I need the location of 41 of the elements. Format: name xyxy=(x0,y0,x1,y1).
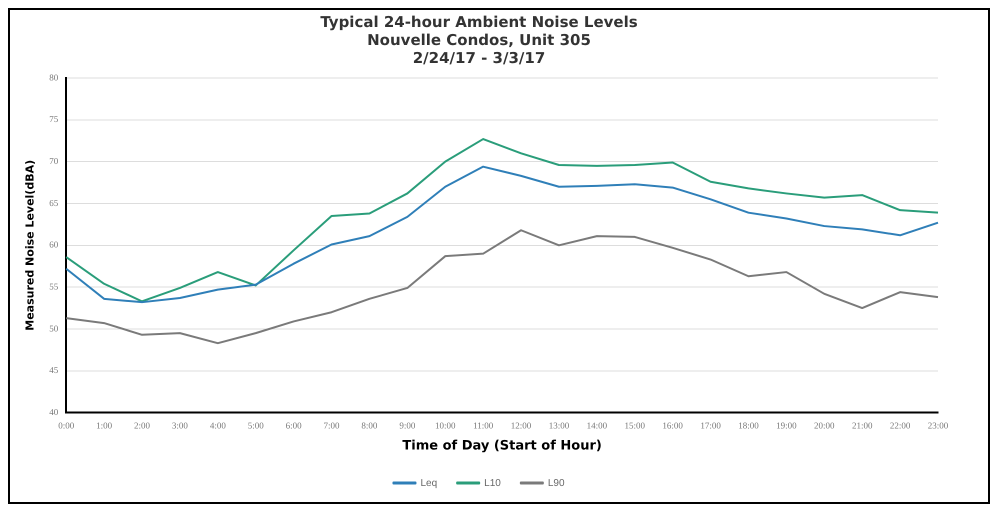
y-tick-label: 65 xyxy=(49,198,59,208)
x-tick-label: 0:00 xyxy=(58,420,75,430)
x-tick-label: 4:00 xyxy=(210,420,226,430)
x-tick-label: 19:00 xyxy=(776,420,798,430)
x-tick-label: 15:00 xyxy=(624,420,646,430)
y-tick-label: 55 xyxy=(49,281,59,292)
x-tick-label: 3:00 xyxy=(172,420,188,430)
x-tick-label: 17:00 xyxy=(700,420,722,430)
x-tick-label: 18:00 xyxy=(738,420,760,430)
x-tick-label: 11:00 xyxy=(473,420,494,430)
y-tick-label: 75 xyxy=(49,114,59,124)
text: Typical 24-hour Ambient Noise Levels xyxy=(320,12,638,31)
x-axis-title: Time of Day (Start of Hour) xyxy=(402,438,602,454)
x-tick-label: 7:00 xyxy=(324,420,340,430)
x-tick-label: 1:00 xyxy=(96,420,113,430)
y-tick-label: 70 xyxy=(49,156,59,166)
x-tick-label: 16:00 xyxy=(662,420,684,430)
x-tick-label: 14:00 xyxy=(586,420,608,430)
x-tick-label: 10:00 xyxy=(434,420,456,430)
x-tick-label: 23:00 xyxy=(928,420,949,430)
y-tick-label: 50 xyxy=(49,323,59,334)
x-tick-label: 5:00 xyxy=(248,420,264,430)
x-tick-label: 8:00 xyxy=(361,420,378,430)
y-tick-label: 60 xyxy=(49,240,59,250)
y-tick-label: 45 xyxy=(49,365,59,376)
x-tick-label: 22:00 xyxy=(890,420,911,430)
y-tick-label: 40 xyxy=(49,406,59,417)
x-tick-label: 9:00 xyxy=(399,420,416,430)
legend-label: L90 xyxy=(548,478,565,489)
y-axis-title: Measured Noise Level(dBA) xyxy=(23,160,36,331)
text: 2/24/17 - 3/3/17 xyxy=(412,48,546,67)
x-tick-label: 6:00 xyxy=(286,420,302,430)
legend-label: Leq xyxy=(420,478,438,489)
x-tick-label: 21:00 xyxy=(852,420,873,430)
x-tick-label: 13:00 xyxy=(548,420,570,430)
y-tick-label: 80 xyxy=(49,72,59,82)
x-tick-label: 12:00 xyxy=(510,420,532,430)
legend-label: L10 xyxy=(484,478,502,489)
x-tick-label: 20:00 xyxy=(814,420,836,430)
text: Nouvelle Condos, Unit 305 xyxy=(367,30,591,49)
x-tick-label: 2:00 xyxy=(134,420,150,430)
